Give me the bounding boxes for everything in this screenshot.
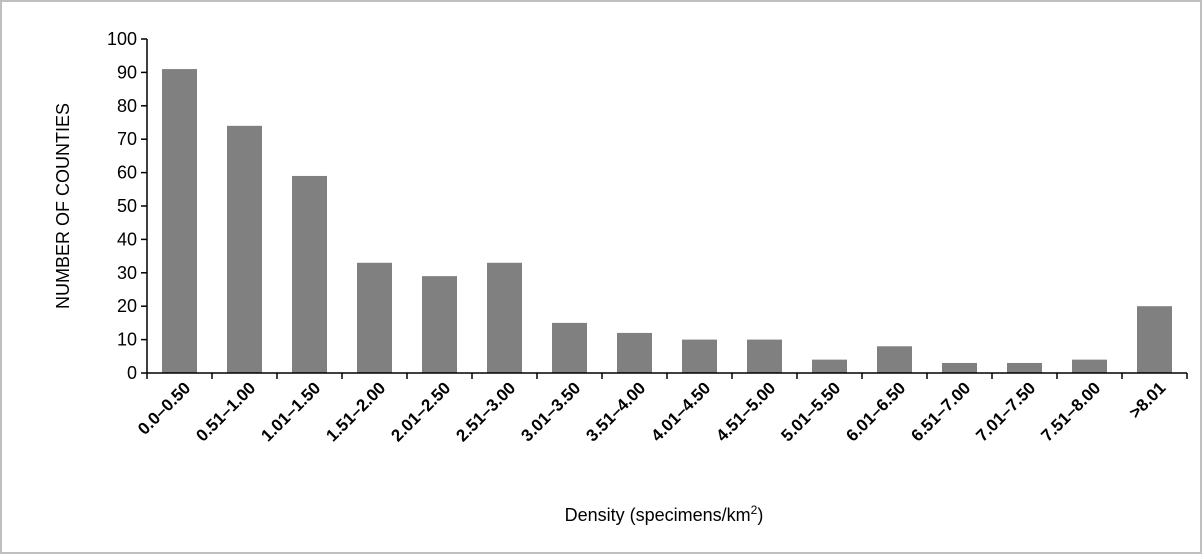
y-tick-label: 100 — [107, 29, 137, 49]
y-axis-title: NUMBER OF COUNTIES — [53, 103, 73, 309]
y-tick-label: 10 — [117, 330, 137, 350]
y-tick-label: 40 — [117, 229, 137, 249]
x-axis-title: Density (specimens/km2) — [565, 503, 764, 525]
y-axis-ticks: 0 10 20 30 40 50 60 70 80 90 100 — [107, 29, 147, 383]
x-tick-label: 3.01–3.50 — [517, 378, 584, 445]
bar — [1072, 359, 1107, 373]
x-axis-title-main: Density (specimens/km — [565, 505, 751, 525]
bar — [292, 175, 327, 373]
x-axis-ticks: 0.0–0.500.51–1.001.01–1.501.51–2.002.01–… — [134, 373, 1188, 445]
bar — [1007, 362, 1042, 373]
y-tick-label: 90 — [117, 62, 137, 82]
bar — [227, 125, 262, 373]
bar — [1137, 306, 1172, 373]
x-tick-label: 7.01–7.50 — [972, 378, 1039, 445]
x-tick-label: 0.51–1.00 — [192, 378, 259, 445]
x-tick-label: 2.01–2.50 — [387, 378, 454, 445]
bars — [162, 69, 1172, 373]
bar — [682, 339, 717, 373]
bar — [617, 332, 652, 373]
bar — [162, 69, 197, 373]
x-tick-label: 6.51–7.00 — [907, 378, 974, 445]
y-tick-label: 20 — [117, 296, 137, 316]
bar — [877, 346, 912, 373]
y-tick-label: 50 — [117, 196, 137, 216]
bar — [422, 276, 457, 373]
bar — [747, 339, 782, 373]
x-tick-label: 7.51–8.00 — [1037, 378, 1104, 445]
y-tick-label: 30 — [117, 263, 137, 283]
bar — [942, 362, 977, 373]
bar — [487, 262, 522, 373]
y-tick-label: 70 — [117, 129, 137, 149]
x-tick-label: 2.51–3.00 — [452, 378, 519, 445]
x-tick-label: 4.01–4.50 — [647, 378, 714, 445]
bar — [357, 262, 392, 373]
x-tick-label: >8.01 — [1125, 378, 1169, 422]
x-tick-label: 4.51–5.00 — [712, 378, 779, 445]
x-axis-title-suffix: ) — [757, 505, 763, 525]
bar — [812, 359, 847, 373]
x-tick-label: 6.01–6.50 — [842, 378, 909, 445]
x-tick-label: 0.0–0.50 — [134, 378, 194, 438]
y-tick-label: 0 — [127, 363, 137, 383]
x-tick-label: 1.01–1.50 — [257, 378, 324, 445]
y-tick-label: 60 — [117, 163, 137, 183]
x-tick-label: 5.01–5.50 — [777, 378, 844, 445]
x-tick-label: 3.51–4.00 — [582, 378, 649, 445]
x-axis-title-superscript: 2 — [751, 503, 758, 517]
bar — [552, 322, 587, 373]
x-tick-label: 1.51–2.00 — [322, 378, 389, 445]
y-tick-label: 80 — [117, 96, 137, 116]
